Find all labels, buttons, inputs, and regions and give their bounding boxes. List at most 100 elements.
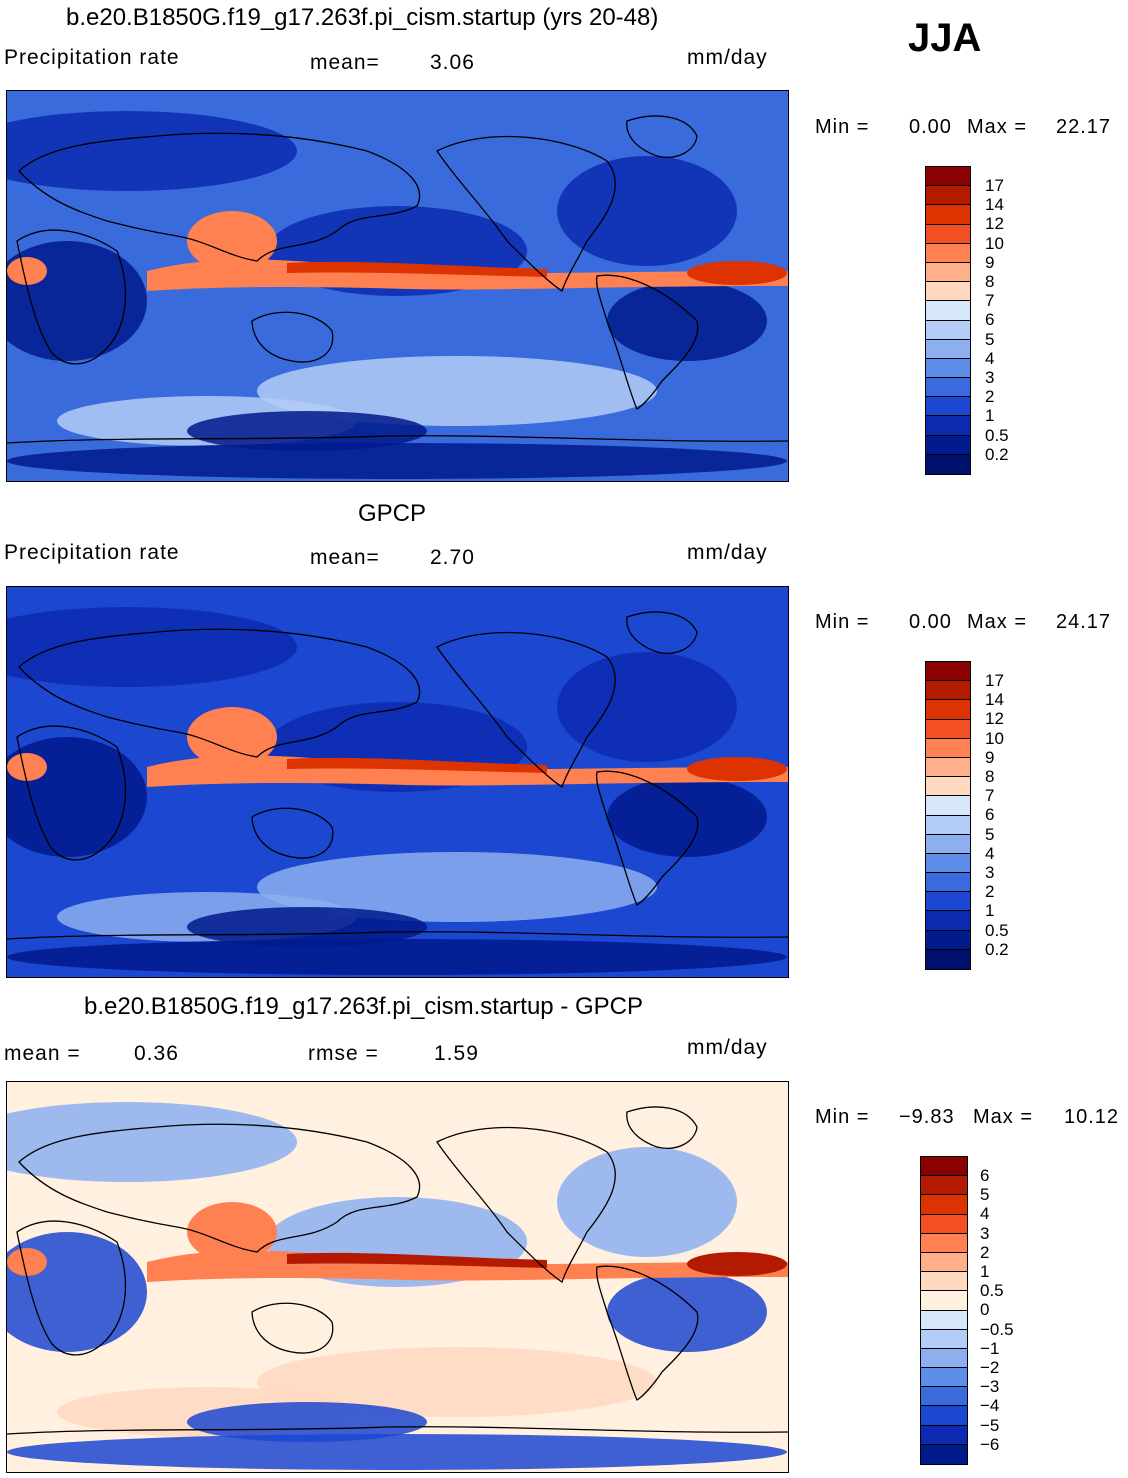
colorbar-segment	[926, 662, 970, 682]
colorbar-tick-label: 8	[985, 767, 995, 787]
colorbar-tick-label: 10	[985, 728, 1004, 748]
colorbar-segment	[921, 1233, 967, 1253]
colorbar-tick-label: 9	[985, 747, 995, 767]
max-value: 24.17	[1056, 611, 1112, 633]
colorbar-segment	[926, 777, 970, 797]
colorbar-segment	[921, 1157, 967, 1177]
colorbar-segment	[926, 738, 970, 758]
colorbar-tick-label: 8	[985, 272, 995, 292]
rmse-label: rmse =	[308, 1042, 379, 1065]
colorbar-tick-label: 17	[985, 671, 1004, 690]
colorbar-tick-label: 1	[985, 901, 995, 921]
colorbar-segment	[926, 435, 970, 455]
colorbar-tick-label: −2	[980, 1358, 1000, 1378]
colorbar-ticks: 17 14 12 10 9 8 7 6 5 4 3 2 1 0.5 0.2	[985, 176, 1009, 464]
colorbar-tick-label: 4	[980, 1204, 990, 1224]
colorbar-segment	[921, 1329, 967, 1349]
colorbar-tick-label: 10	[985, 233, 1004, 253]
colorbar-tick-label: 0.2	[985, 444, 1009, 464]
colorbar-segment	[926, 224, 970, 244]
colorbar-tick-label: 2	[980, 1242, 990, 1262]
colorbar-tick-label: 0.5	[985, 425, 1009, 445]
colorbar-segment	[926, 358, 970, 379]
min-value: 0.00	[909, 116, 952, 138]
colorbar-tick-label: −6	[980, 1434, 1000, 1454]
colorbar-tick-label: 6	[980, 1166, 990, 1185]
max-label: Max =	[967, 116, 1028, 138]
units-label: mm/day	[687, 1036, 768, 1059]
colorbar-segment	[926, 282, 970, 302]
colorbar-tick-label: 3	[985, 368, 995, 388]
colorbar-segment	[921, 1387, 967, 1407]
colorbar-tick-label: 3	[985, 863, 995, 883]
colorbar-tick-label: 1	[980, 1262, 990, 1282]
colorbar-segment	[926, 378, 970, 398]
colorbar-segment	[926, 262, 970, 283]
mean-value: 3.06	[430, 51, 475, 74]
min-label: Min =	[815, 1106, 870, 1128]
colorbar-tick-label: 5	[985, 329, 995, 349]
colorbar-tick-label: 6	[985, 805, 995, 825]
colorbar	[920, 1156, 968, 1465]
colorbar-segment	[926, 700, 970, 720]
colorbar-tick-label: 7	[985, 786, 995, 806]
colorbar-tick-label: 1	[985, 406, 995, 426]
units-label: mm/day	[687, 541, 768, 564]
colorbar-tick-label: 14	[985, 690, 1004, 710]
precip-map	[6, 586, 789, 978]
colorbar-segment	[926, 301, 970, 321]
colorbar-segment	[926, 205, 970, 225]
diff-mean-label: mean =	[4, 1042, 81, 1065]
min-label: Min =	[815, 116, 870, 138]
colorbar-tick-label: 0.5	[985, 920, 1009, 940]
panel-title: b.e20.B1850G.f19_g17.263f.pi_cism.startu…	[84, 993, 643, 1020]
colorbar-segment	[926, 930, 970, 950]
mean-label: mean=	[310, 546, 380, 569]
colorbar-tick-label: 12	[985, 214, 1004, 234]
colorbar-tick-label: 0	[980, 1300, 990, 1320]
colorbar-segment	[926, 892, 970, 912]
colorbar-segment	[926, 911, 970, 931]
colorbar-ticks: 6 5 4 3 2 1 0.5 0 −0.5 −1 −2 −3 −4 −5 −6	[980, 1166, 1014, 1454]
field-label: Precipitation rate	[4, 541, 180, 564]
panel-title: GPCP	[358, 500, 427, 527]
difference-map	[6, 1081, 789, 1473]
colorbar	[925, 166, 971, 475]
precip-map	[6, 90, 789, 482]
colorbar-segment	[921, 1252, 967, 1273]
colorbar-segment	[921, 1310, 967, 1330]
colorbar-tick-label: −4	[980, 1396, 1000, 1416]
max-value: 10.12	[1064, 1106, 1120, 1128]
min-value: −9.83	[899, 1106, 955, 1128]
mean-value: 2.70	[430, 546, 475, 569]
max-label: Max =	[967, 611, 1028, 633]
colorbar-segment	[926, 757, 970, 778]
map-canvas	[7, 587, 788, 977]
colorbar-tick-label: −3	[980, 1377, 1000, 1397]
colorbar-segment	[926, 815, 970, 835]
rmse-value: 1.59	[434, 1042, 479, 1065]
map-canvas	[7, 91, 788, 481]
colorbar-tick-label: 3	[980, 1223, 990, 1243]
colorbar	[925, 661, 971, 970]
colorbar-segment	[926, 243, 970, 263]
season-label: JJA	[908, 16, 982, 60]
colorbar-segment	[921, 1368, 967, 1388]
colorbar-tick-label: 12	[985, 709, 1004, 729]
colorbar-tick-label: −0.5	[980, 1319, 1014, 1339]
colorbar-segment	[921, 1195, 967, 1215]
colorbar-tick-label: 5	[980, 1185, 990, 1205]
colorbar-segment	[921, 1348, 967, 1369]
map-canvas	[7, 1082, 788, 1472]
colorbar-tick-label: 0.2	[985, 939, 1009, 959]
colorbar-segment	[921, 1214, 967, 1234]
panel-title: b.e20.B1850G.f19_g17.263f.pi_cism.startu…	[66, 4, 659, 31]
colorbar-segment	[926, 416, 970, 436]
colorbar-segment	[926, 454, 970, 474]
colorbar-segment	[921, 1176, 967, 1196]
colorbar-segment	[921, 1425, 967, 1445]
colorbar-tick-label: −5	[980, 1415, 1000, 1435]
colorbar-segment	[921, 1444, 967, 1464]
colorbar-tick-label: 17	[985, 176, 1004, 195]
colorbar-segment	[926, 949, 970, 969]
